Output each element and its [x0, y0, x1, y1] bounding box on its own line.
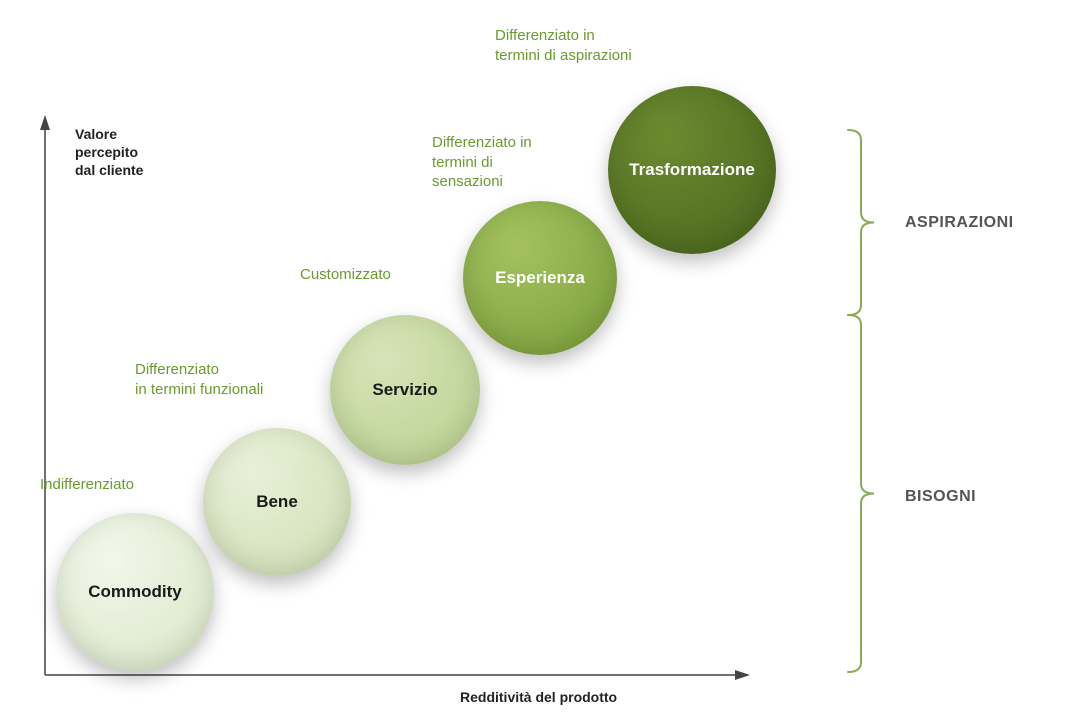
bracket-label-bisogni: BISOGNI	[905, 488, 976, 506]
bracket-bisogni	[848, 315, 874, 672]
brackets	[0, 0, 1073, 725]
bracket-aspirazioni	[848, 130, 874, 315]
bracket-label-aspirazioni: ASPIRAZIONI	[905, 214, 1014, 232]
